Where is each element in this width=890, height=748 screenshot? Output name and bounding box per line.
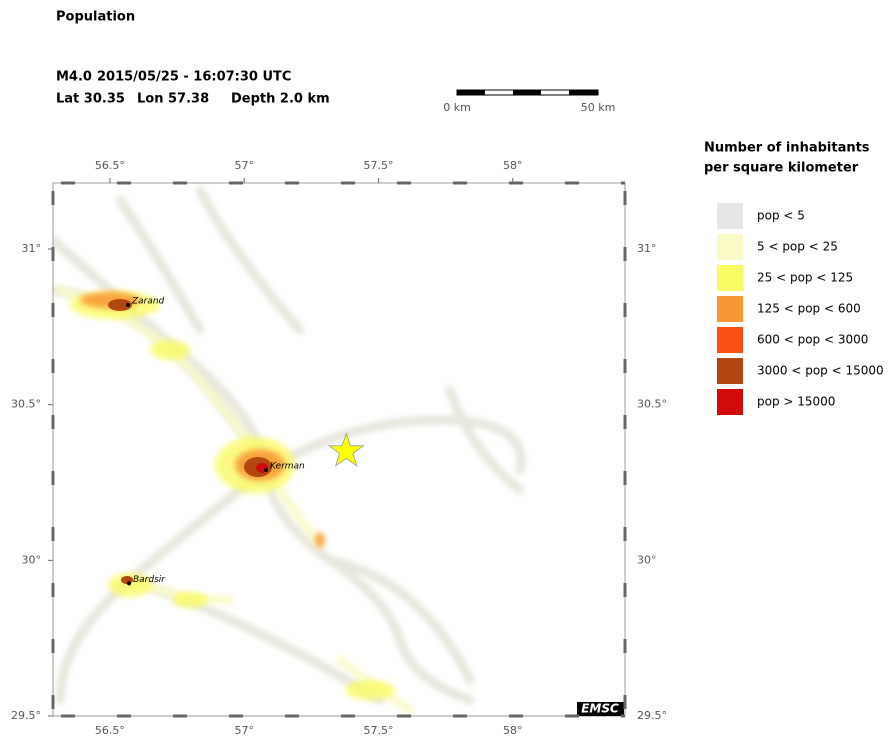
latitude: Lat 30.35 [56,92,125,107]
y-tick-label: 30° [22,553,42,566]
x-tick-label: 57° [234,724,254,737]
city-label: Kerman [270,462,305,472]
x-tick-label: 57.5° [363,724,393,737]
credit-box [577,702,624,716]
legend-label: 125 < pop < 600 [757,302,861,316]
city-label: Bardsir [133,575,166,585]
legend-swatch [717,327,743,353]
epicenter [327,432,365,467]
legend-label: pop < 5 [757,209,805,223]
legend-swatch [717,203,743,229]
y-tick-label: 31° [637,242,657,255]
city-marker [263,468,268,473]
map-frame [52,182,626,717]
magnitude: M4.0 [56,70,92,85]
legend-swatch [717,234,743,260]
legend-label: 25 < pop < 125 [757,271,853,285]
title: Population [56,10,135,25]
y-tick-label: 29.5° [11,709,41,722]
legend-label: pop > 15000 [757,395,835,409]
scale-end: 50 km [581,101,616,114]
y-tick-label: 31° [22,242,42,255]
x-tick-label: 58° [503,724,523,737]
legend-label: 3000 < pop < 15000 [757,364,884,378]
datetime: 2015/05/25 - 16:07:30 UTC [97,70,291,85]
legend-label: 5 < pop < 25 [757,240,838,254]
depth: Depth 2.0 km [231,92,330,107]
legend-title: per square kilometer [704,161,859,176]
x-tick-label: 57° [234,159,254,172]
legend-swatch [717,358,743,384]
scale-bar: 0 km 50 km [443,89,616,114]
legend-label: 600 < pop < 3000 [757,333,868,347]
credit: EMSC [581,702,619,716]
y-tick-label: 30° [637,553,657,566]
x-tick-label: 58° [503,159,523,172]
legend-swatch [717,389,743,415]
y-tick-label: 30.5° [637,398,667,411]
y-tick-label: 29.5° [637,709,667,722]
x-tick-label: 57.5° [363,159,393,172]
city-label: Zarand [131,297,165,307]
city-marker [126,581,131,586]
legend-swatch [717,296,743,322]
legend-title: Number of inhabitants [704,141,870,156]
city-marker [125,303,130,308]
legend-swatch [717,265,743,291]
y-tick-label: 30.5° [11,398,41,411]
x-tick-label: 56.5° [95,724,125,737]
longitude: Lon 57.38 [137,92,209,107]
population-raster [53,185,526,714]
x-tick-label: 56.5° [95,159,125,172]
scale-start: 0 km [443,101,471,114]
